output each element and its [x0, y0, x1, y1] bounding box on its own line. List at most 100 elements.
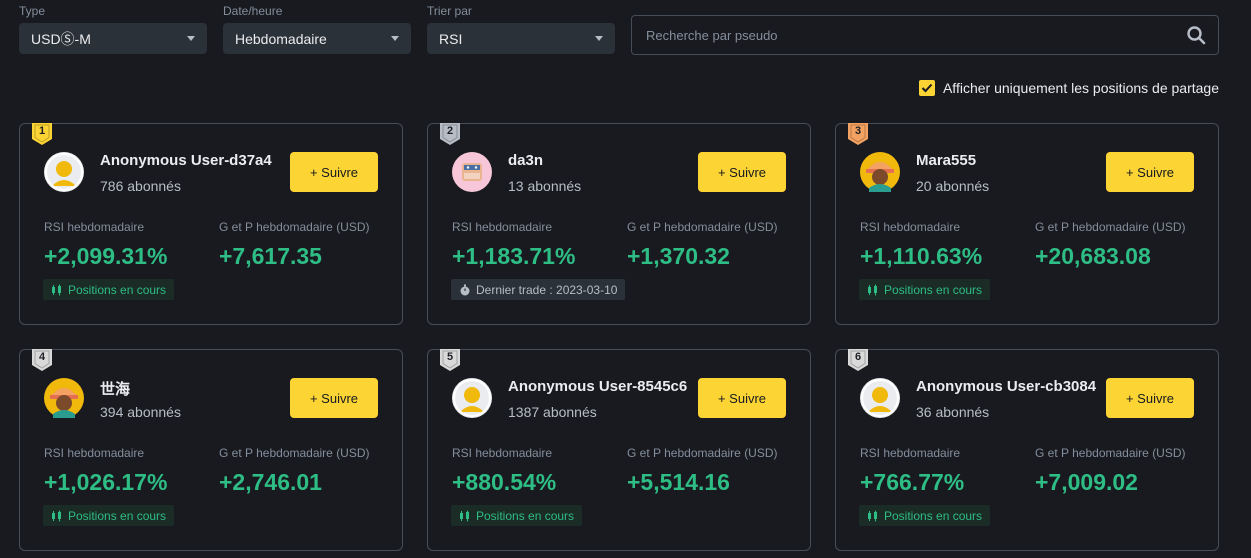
- status-badge: Positions en cours: [43, 279, 175, 300]
- caret-down-icon: [595, 36, 603, 41]
- roi-value: +2,099.31%: [44, 243, 168, 269]
- roi-label: RSI hebdomadaire: [452, 446, 553, 460]
- roi-value: +1,183.71%: [452, 243, 576, 269]
- follow-button[interactable]: + Suivre: [290, 378, 378, 418]
- rank-number: 1: [38, 125, 46, 137]
- pnl-label: G et P hebdomadaire (USD): [627, 220, 778, 234]
- follow-button[interactable]: + Suivre: [698, 378, 786, 418]
- date-select-value: Hebdomadaire: [235, 30, 327, 47]
- candlestick-icon: [52, 510, 61, 521]
- subscriber-count: 786 abonnés: [100, 178, 181, 194]
- subscriber-count: 13 abonnés: [508, 178, 582, 194]
- rank-number: 6: [854, 351, 862, 363]
- pnl-value: +1,370.32: [627, 243, 730, 269]
- status-badge: Positions en cours: [451, 505, 583, 526]
- type-select-value: USDⓈ-M: [31, 30, 91, 47]
- date-filter-label: Date/heure: [223, 4, 283, 18]
- pnl-label: G et P hebdomadaire (USD): [219, 446, 370, 460]
- stopwatch-icon: [460, 284, 470, 295]
- roi-label: RSI hebdomadaire: [860, 446, 961, 460]
- follow-button[interactable]: + Suivre: [290, 152, 378, 192]
- trader-card[interactable]: 6 Anonymous User-cb3084 36 abonnés + Sui…: [835, 349, 1219, 551]
- status-badge-label: Positions en cours: [68, 508, 167, 523]
- trader-card[interactable]: 3 Mara555 20 abonnés + Suivre RSI hebdom…: [835, 123, 1219, 325]
- roi-label: RSI hebdomadaire: [860, 220, 961, 234]
- trader-name[interactable]: Anonymous User-d37a4: [100, 152, 272, 169]
- pnl-label: G et P hebdomadaire (USD): [219, 220, 370, 234]
- status-badge: Positions en cours: [43, 505, 175, 526]
- pnl-value: +7,617.35: [219, 243, 322, 269]
- pnl-value: +20,683.08: [1035, 243, 1151, 269]
- check-icon: [921, 83, 933, 93]
- candlestick-icon: [460, 510, 469, 521]
- caret-down-icon: [391, 36, 399, 41]
- trader-card[interactable]: 4 世海 394 abonnés + Suivre RSI hebdomadai…: [19, 349, 403, 551]
- status-badge-label: Positions en cours: [68, 282, 167, 297]
- subscriber-count: 20 abonnés: [916, 178, 990, 194]
- type-filter: Type USDⓈ-M: [19, 4, 207, 54]
- pnl-value: +5,514.16: [627, 469, 730, 495]
- sort-filter-label: Trier par: [427, 4, 472, 18]
- search-box: [631, 15, 1219, 55]
- subscriber-count: 36 abonnés: [916, 404, 990, 420]
- subscriber-count: 394 abonnés: [100, 404, 181, 420]
- pnl-label: G et P hebdomadaire (USD): [1035, 446, 1186, 460]
- trader-name[interactable]: Anonymous User-8545c6: [508, 378, 688, 395]
- follow-button[interactable]: + Suivre: [698, 152, 786, 192]
- rank-badge: 3: [848, 123, 868, 145]
- trader-name[interactable]: Mara555: [916, 152, 977, 169]
- status-badge-label: Positions en cours: [476, 508, 575, 523]
- roi-label: RSI hebdomadaire: [44, 220, 145, 234]
- avatar[interactable]: [860, 378, 900, 418]
- search-icon[interactable]: [1186, 25, 1206, 45]
- roi-label: RSI hebdomadaire: [44, 446, 145, 460]
- pnl-value: +7,009.02: [1035, 469, 1138, 495]
- sort-filter: Trier par RSI: [427, 4, 615, 54]
- trader-card[interactable]: 1 Anonymous User-d37a4 786 abonnés + Sui…: [19, 123, 403, 325]
- trader-name[interactable]: 世海: [100, 381, 131, 398]
- rank-number: 2: [446, 125, 454, 137]
- sort-select-value: RSI: [439, 30, 463, 47]
- type-select[interactable]: USDⓈ-M: [19, 23, 207, 54]
- pnl-label: G et P hebdomadaire (USD): [627, 446, 778, 460]
- roi-value: +1,026.17%: [44, 469, 168, 495]
- avatar[interactable]: [452, 378, 492, 418]
- rank-badge: 5: [440, 349, 460, 371]
- date-filter: Date/heure Hebdomadaire: [223, 4, 411, 54]
- roi-label: RSI hebdomadaire: [452, 220, 553, 234]
- candlestick-icon: [868, 284, 877, 295]
- subscriber-count: 1387 abonnés: [508, 404, 597, 420]
- candlestick-icon: [868, 510, 877, 521]
- trader-card[interactable]: 5 Anonymous User-8545c6 1387 abonnés + S…: [427, 349, 811, 551]
- rank-badge: 4: [32, 349, 52, 371]
- status-badge-label: Dernier trade : 2023-03-10: [476, 282, 618, 297]
- type-filter-label: Type: [19, 4, 46, 18]
- avatar[interactable]: [452, 152, 492, 192]
- caret-down-icon: [187, 36, 195, 41]
- follow-button[interactable]: + Suivre: [1106, 152, 1194, 192]
- roi-value: +880.54%: [452, 469, 557, 495]
- roi-value: +1,110.63%: [860, 243, 983, 269]
- status-badge-label: Positions en cours: [884, 508, 983, 523]
- status-badge: Dernier trade : 2023-03-10: [451, 279, 626, 300]
- share-only-option: Afficher uniquement les positions de par…: [918, 80, 1219, 96]
- pnl-label: G et P hebdomadaire (USD): [1035, 220, 1186, 234]
- rank-badge: 2: [440, 123, 460, 145]
- trader-name[interactable]: Anonymous User-cb3084: [916, 378, 1097, 395]
- status-badge: Positions en cours: [859, 279, 991, 300]
- trader-card[interactable]: 2 da3n 13 abonnés + Suivre RSI hebdomada…: [427, 123, 811, 325]
- share-only-label: Afficher uniquement les positions de par…: [942, 80, 1219, 96]
- avatar[interactable]: [44, 152, 84, 192]
- pnl-value: +2,746.01: [219, 469, 322, 495]
- avatar[interactable]: [44, 378, 84, 418]
- rank-number: 4: [38, 351, 46, 363]
- date-select[interactable]: Hebdomadaire: [223, 23, 411, 54]
- sort-select[interactable]: RSI: [427, 23, 615, 54]
- follow-button[interactable]: + Suivre: [1106, 378, 1194, 418]
- avatar[interactable]: [860, 152, 900, 192]
- trader-name[interactable]: da3n: [508, 152, 544, 169]
- share-only-checkbox[interactable]: [918, 80, 935, 96]
- search-input[interactable]: [644, 26, 1186, 44]
- rank-number: 5: [446, 351, 454, 363]
- roi-value: +766.77%: [860, 469, 965, 495]
